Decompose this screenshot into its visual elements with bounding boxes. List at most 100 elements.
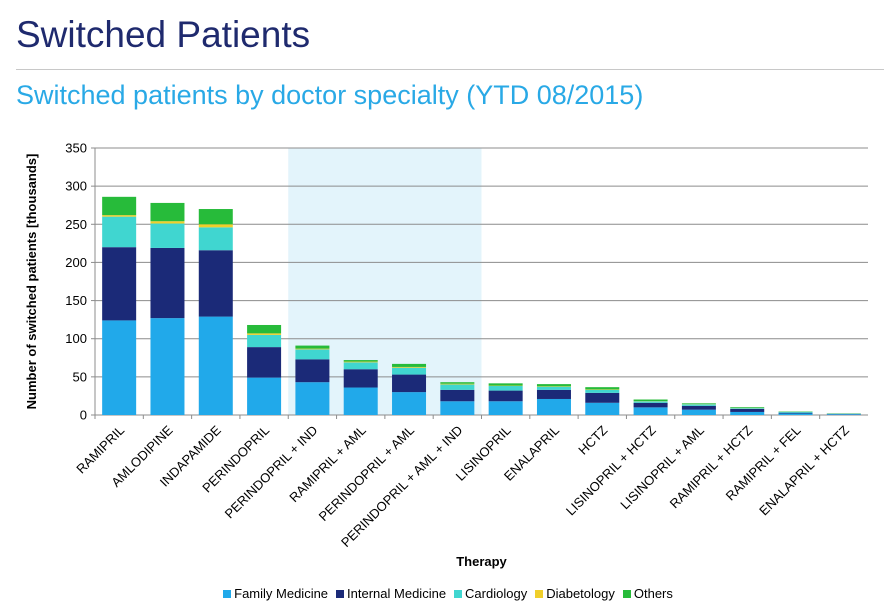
bar-segment [102, 320, 137, 415]
bar-segment [536, 384, 571, 387]
bar-segment [730, 407, 765, 408]
bar-segment [536, 389, 571, 399]
title-divider [16, 69, 884, 70]
bar-segment [343, 361, 378, 363]
bar-segment [633, 399, 668, 402]
bar-segment [102, 196, 137, 216]
bar-segment [633, 401, 668, 403]
legend-label: Internal Medicine [347, 586, 447, 601]
bar-segment [681, 405, 716, 410]
bar-segment [440, 384, 475, 390]
bar-segment [295, 348, 330, 350]
bar-segment [392, 366, 427, 368]
bar-segment [536, 386, 571, 390]
bar-segment [778, 413, 813, 415]
legend-item: Diabetology [535, 586, 615, 601]
y-tick-label: 350 [65, 141, 87, 156]
bar-segment [681, 409, 716, 415]
legend-item: Family Medicine [223, 586, 328, 601]
bar-segment [150, 221, 185, 224]
x-axis-title: Therapy [456, 554, 507, 569]
bar-segment [440, 383, 475, 385]
bar-segment [440, 401, 475, 415]
y-tick-label: 300 [65, 179, 87, 194]
bar-segment [488, 383, 523, 386]
legend-item: Others [622, 586, 673, 601]
bar-segment [585, 402, 620, 415]
bar-segment [198, 209, 233, 225]
bar-segment [730, 408, 765, 409]
y-tick-label: 200 [65, 255, 87, 270]
y-tick-label: 0 [80, 408, 87, 423]
x-tick-label: ENALAPRIL + HCTZ [756, 422, 852, 518]
bar-segment [826, 414, 861, 415]
bar-segment [150, 223, 185, 248]
bar-segment [295, 345, 330, 349]
bar-segment [343, 362, 378, 370]
bar-segment [247, 347, 282, 378]
y-tick-label: 50 [73, 369, 87, 384]
bar-segment [488, 401, 523, 415]
legend-label: Cardiology [465, 586, 528, 601]
legend-label: Diabetology [546, 586, 615, 601]
bar-segment [102, 215, 137, 217]
bar-segment [198, 250, 233, 317]
bar-segment [392, 367, 427, 375]
bar-segment [778, 412, 813, 414]
legend-label: Family Medicine [234, 586, 329, 601]
bar-segment [150, 318, 185, 415]
bar-segment [392, 374, 427, 393]
bar-segment [247, 377, 282, 415]
x-tick-label: LISINOPRIL + HCTZ [563, 422, 659, 518]
bar-segment [295, 359, 330, 383]
bar-segment [198, 227, 233, 251]
legend-item: Cardiology [454, 586, 527, 601]
bar-segment [295, 349, 330, 360]
bar-segment [198, 224, 233, 228]
bar-segment [247, 334, 282, 348]
page-title: Switched Patients [16, 14, 311, 55]
chart-subtitle: Switched patients by doctor specialty (Y… [16, 80, 644, 110]
x-tick-label: HCTZ [575, 422, 610, 457]
bar-segment [343, 369, 378, 388]
bar-segment [102, 247, 137, 321]
bar-segment [392, 363, 427, 367]
bar-segment [536, 398, 571, 415]
bar-segment [681, 404, 716, 406]
y-tick-label: 100 [65, 331, 87, 346]
legend-swatch [336, 590, 345, 598]
x-tick-label: PERINDOPRIL + AML [316, 423, 417, 524]
bar-segment [681, 403, 716, 405]
bar-segment [730, 411, 765, 415]
legend-swatch [223, 590, 232, 598]
y-axis-title: Number of switched patients [thousands] [24, 154, 39, 410]
bar-segment [102, 216, 137, 248]
bar-segment [585, 389, 620, 393]
bar-segment [488, 386, 523, 391]
x-tick-label: LISINOPRIL + AML [617, 423, 707, 513]
bar-segment [343, 387, 378, 415]
bar-segment [343, 360, 378, 362]
bar-segment [247, 324, 282, 334]
bar-segment [778, 411, 813, 413]
legend-swatch [454, 590, 463, 598]
bar-segment [633, 407, 668, 415]
y-tick-label: 150 [65, 293, 87, 308]
bar-segment [150, 247, 185, 319]
x-tick-label: RAMIPRIL + HCTZ [667, 422, 756, 511]
bar-segment [730, 408, 765, 412]
bar-segment [440, 389, 475, 402]
chart-legend: Family Medicine Internal Medicine Cardiolo… [0, 586, 896, 601]
bar-segment [585, 387, 620, 390]
bar-segment [633, 402, 668, 408]
legend-swatch [535, 590, 544, 598]
bar-segment [585, 392, 620, 403]
x-tick-label: PERINDOPRIL + IND [222, 423, 321, 522]
bar-segment [488, 390, 523, 402]
y-tick-label: 250 [65, 217, 87, 232]
bar-segment [392, 392, 427, 415]
bar-segment [198, 316, 233, 415]
bar-segment [150, 202, 185, 222]
legend-swatch [622, 590, 631, 598]
